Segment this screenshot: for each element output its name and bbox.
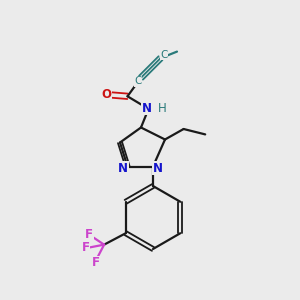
- Text: H: H: [158, 102, 166, 115]
- Text: N: N: [142, 102, 152, 115]
- Text: O: O: [101, 88, 112, 101]
- Text: N: N: [152, 161, 163, 175]
- Text: C: C: [160, 50, 168, 60]
- Text: C: C: [134, 76, 142, 86]
- Text: F: F: [82, 241, 89, 254]
- Text: F: F: [85, 228, 93, 241]
- Text: F: F: [92, 256, 100, 269]
- Text: N: N: [118, 161, 128, 175]
